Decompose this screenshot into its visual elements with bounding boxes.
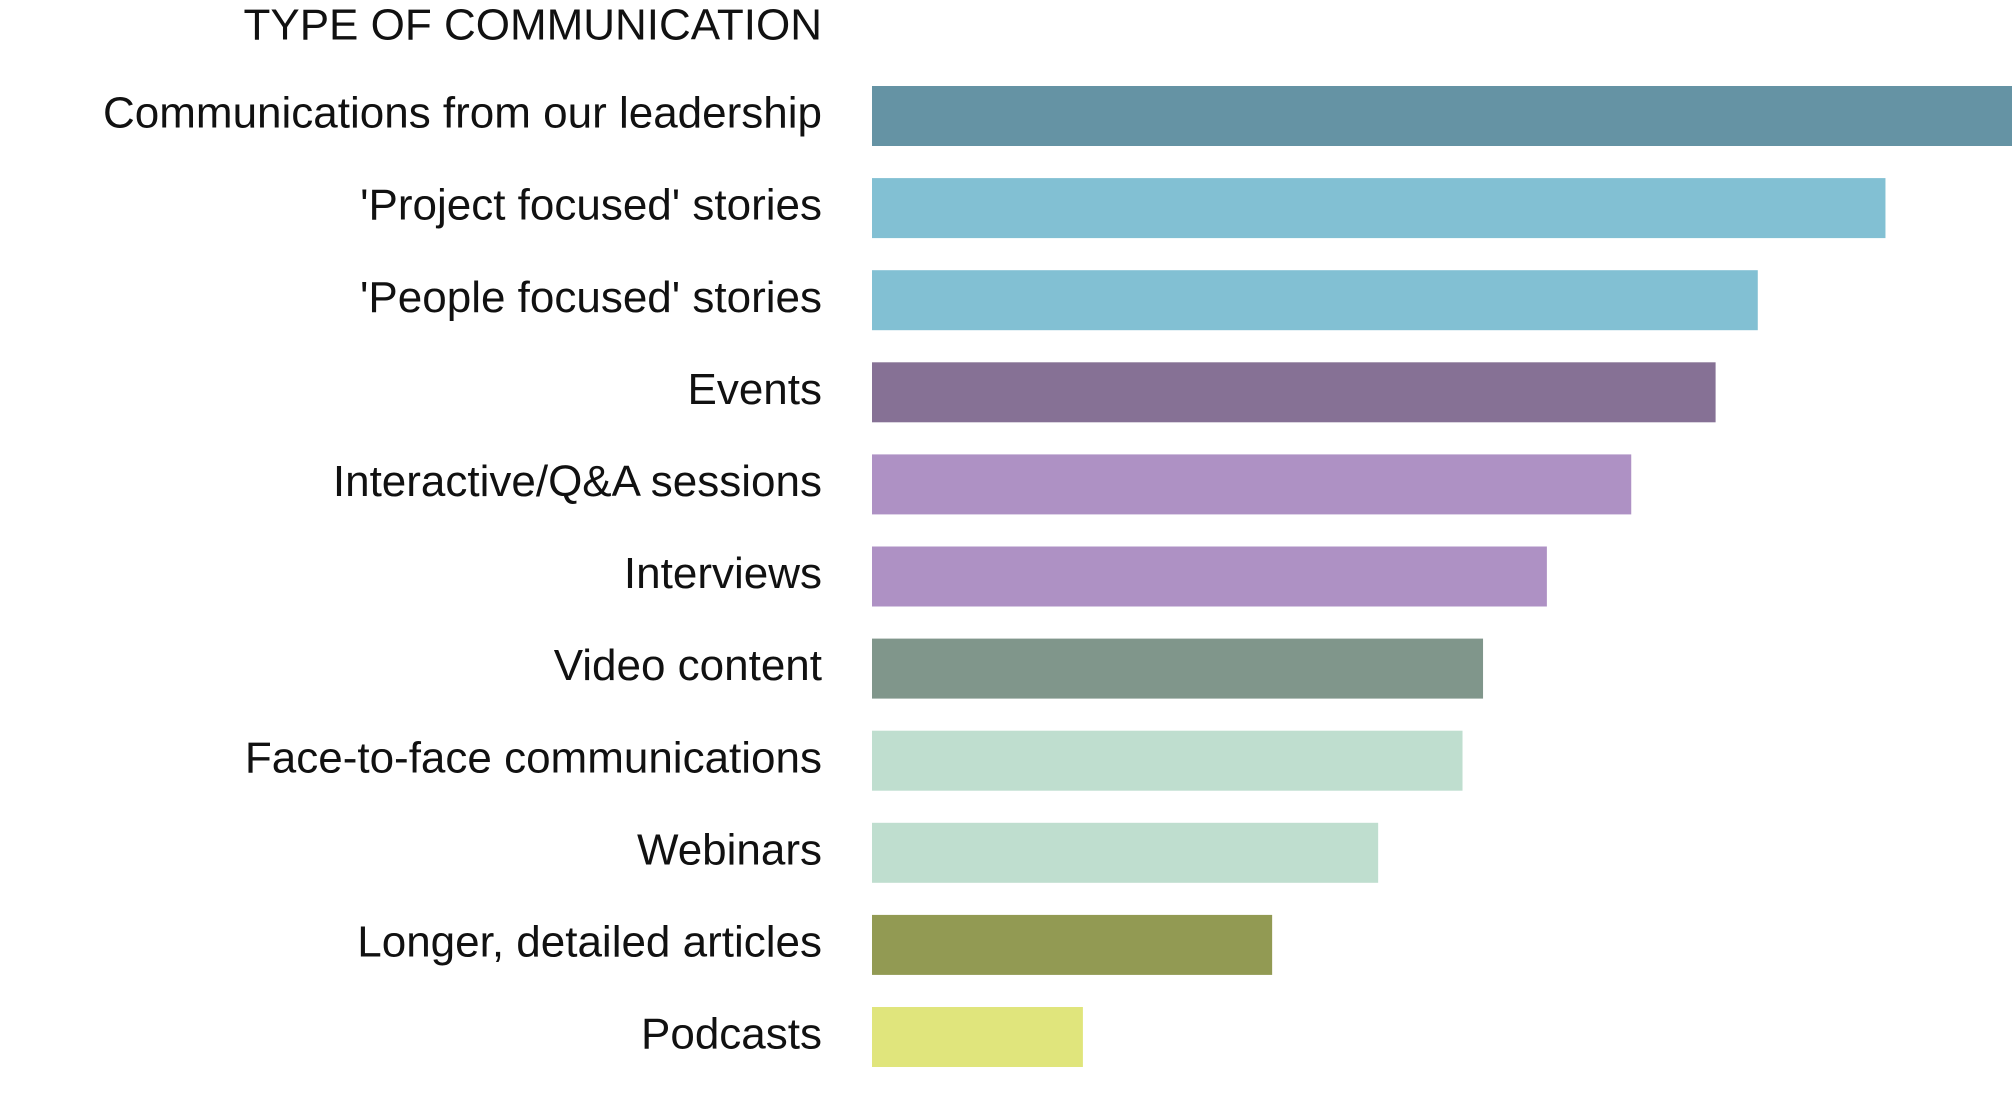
bar <box>872 546 1547 607</box>
category-label: 'People focused' stories <box>360 273 822 322</box>
bar <box>872 86 2012 146</box>
bar <box>872 178 1886 239</box>
bar <box>872 362 1716 423</box>
bar <box>872 270 1758 331</box>
bar <box>872 914 1273 975</box>
chart-title: TYPE OF COMMUNICATION <box>243 1 822 50</box>
bar <box>872 730 1463 791</box>
category-label: Longer, detailed articles <box>357 918 822 967</box>
category-label: Webinars <box>637 825 822 874</box>
category-label: Video content <box>554 641 822 690</box>
category-label: Interactive/Q&A sessions <box>333 457 822 506</box>
category-label: 'Project focused' stories <box>360 181 822 230</box>
category-label: Events <box>687 365 822 414</box>
category-label: Podcasts <box>641 1010 822 1059</box>
bar <box>872 638 1484 699</box>
bar <box>872 454 1632 515</box>
category-label: Communications from our leadership <box>103 89 822 138</box>
bar <box>872 822 1379 883</box>
bar <box>872 1007 1083 1067</box>
category-label: Interviews <box>624 549 822 598</box>
category-label: Face-to-face communications <box>245 733 822 782</box>
